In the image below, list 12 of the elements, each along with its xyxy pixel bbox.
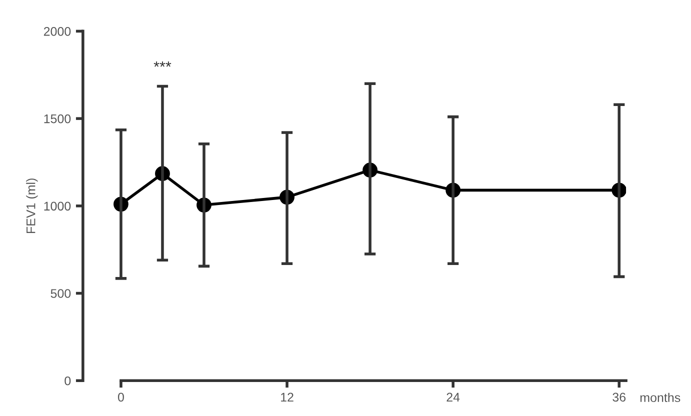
x-tick-label: 36 bbox=[612, 392, 626, 402]
annotation: *** bbox=[154, 61, 172, 67]
y-tick-label: 0 bbox=[64, 376, 71, 386]
y-tick-label: 1000 bbox=[44, 202, 71, 211]
y-tick-label: 2000 bbox=[44, 27, 71, 36]
y-tick-label: 1500 bbox=[44, 114, 71, 124]
x-tick-label: 12 bbox=[281, 392, 294, 402]
x-axis-title: months bbox=[640, 392, 680, 402]
x-tick-label: 0 bbox=[118, 392, 124, 402]
x-tick-label: 24 bbox=[446, 392, 460, 402]
y-tick-label: 500 bbox=[50, 289, 71, 298]
y-axis-title: FEV1 (ml) bbox=[26, 178, 38, 234]
